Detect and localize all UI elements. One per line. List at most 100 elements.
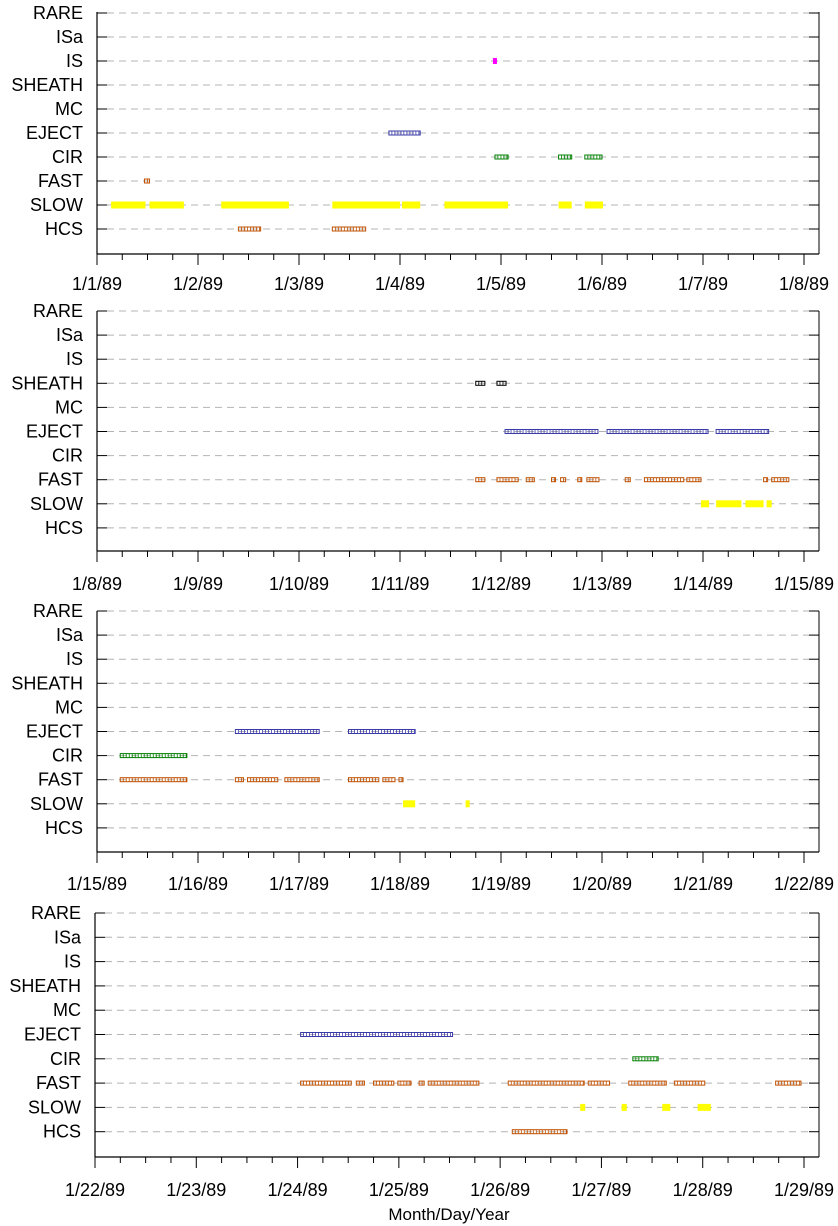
row-label: ISa xyxy=(56,625,84,645)
row-label: CIR xyxy=(52,746,83,766)
x-tick-label: 1/15/89 xyxy=(67,874,127,894)
event-bar-fast xyxy=(577,477,583,483)
row-label: ISa xyxy=(56,325,84,345)
event-bar-fast xyxy=(143,178,151,184)
row-label: EJECT xyxy=(26,422,83,442)
x-tick-label: 1/19/89 xyxy=(471,874,531,894)
event-outline xyxy=(686,477,702,483)
row-label: HCS xyxy=(45,818,83,838)
row-label: IS xyxy=(66,51,83,71)
event-outline xyxy=(418,1080,425,1086)
event-bar-fast xyxy=(355,1080,365,1086)
row-label: EJECT xyxy=(24,1025,81,1045)
event-bar-slow xyxy=(111,201,146,209)
event-bar-fast xyxy=(398,777,404,783)
event-outline xyxy=(234,777,244,783)
event-bar-eject xyxy=(504,429,599,434)
event-bar-fast xyxy=(234,777,244,783)
event-bar-fast xyxy=(284,777,320,783)
timeline-panel: RARE ISa IS SHEATH MC EJECT CIR FAST SLOW HCS 1/22… xyxy=(9,903,834,1200)
event-bar-eject xyxy=(234,729,320,734)
panels: RARE ISa IS SHEATH MC EJECT CIR FAST SLOW HCS 1/1/… xyxy=(9,3,834,1200)
event-outline xyxy=(628,1080,667,1086)
row-label: SHEATH xyxy=(11,373,83,393)
event-outline xyxy=(624,477,631,483)
x-tick-label: 1/17/89 xyxy=(269,874,329,894)
row-label: SHEATH xyxy=(11,673,83,693)
event-outline xyxy=(496,380,507,386)
event-bar-slow xyxy=(465,800,470,808)
row-label: HCS xyxy=(43,1122,81,1142)
event-bar-fast xyxy=(771,477,790,483)
event-outline xyxy=(300,1080,352,1086)
event-outline xyxy=(331,226,367,232)
x-tick-label: 1/18/89 xyxy=(370,874,430,894)
x-tick-label: 1/6/89 xyxy=(577,274,627,294)
event-bar-fast xyxy=(382,777,396,783)
x-tick-label: 1/14/89 xyxy=(673,574,733,594)
event-bar-fast xyxy=(397,1080,412,1086)
x-tick-label: 1/1/89 xyxy=(72,274,122,294)
row-label: FAST xyxy=(38,470,83,490)
row-label: EJECT xyxy=(26,722,83,742)
x-tick-label: 1/26/89 xyxy=(470,1180,530,1200)
event-bar-fast xyxy=(507,1080,585,1086)
row-label: RARE xyxy=(33,3,83,23)
event-outline xyxy=(237,226,262,232)
event-bar-slow xyxy=(745,500,764,508)
event-bar-slow xyxy=(580,1103,586,1111)
event-outline xyxy=(587,1080,611,1086)
event-bar-slow xyxy=(716,500,742,508)
row-label: SLOW xyxy=(28,1097,81,1117)
x-tick-label: 1/2/89 xyxy=(173,274,223,294)
x-tick-label: 1/10/89 xyxy=(269,574,329,594)
event-outline xyxy=(475,380,486,386)
x-tick-label: 1/13/89 xyxy=(572,574,632,594)
x-tick-label: 1/4/89 xyxy=(375,274,425,294)
x-tick-label: 1/25/89 xyxy=(369,1180,429,1200)
event-bar-fast xyxy=(686,477,702,483)
row-label: FAST xyxy=(38,171,83,191)
event-bar-slow xyxy=(444,201,509,209)
event-bar-fast xyxy=(587,1080,611,1086)
x-tick-label: 1/16/89 xyxy=(168,874,228,894)
event-outline xyxy=(475,477,486,483)
x-tick-label: 1/29/89 xyxy=(774,1180,834,1200)
row-label: RARE xyxy=(33,601,83,621)
x-tick-label: 1/21/89 xyxy=(673,874,733,894)
event-bar-slow xyxy=(662,1103,671,1111)
event-bar-sheath xyxy=(475,380,486,386)
row-label: SHEATH xyxy=(9,976,81,996)
event-bar-slow xyxy=(766,500,772,508)
x-tick-label: 1/20/89 xyxy=(572,874,632,894)
row-label: HCS xyxy=(45,518,83,538)
event-outline xyxy=(143,178,151,184)
x-tick-label: 1/5/89 xyxy=(476,274,526,294)
event-bar-slow xyxy=(700,500,710,508)
event-outline xyxy=(558,154,573,160)
row-label: SLOW xyxy=(30,195,83,215)
event-bar-eject xyxy=(606,429,709,434)
x-tick-label: 1/11/89 xyxy=(371,574,430,594)
event-bar-fast xyxy=(673,1080,706,1086)
event-bar-fast xyxy=(775,1080,802,1086)
x-tick-label: 1/22/89 xyxy=(774,874,834,894)
x-tick-label: 1/7/89 xyxy=(678,274,728,294)
event-bar-fast xyxy=(560,477,567,483)
event-outline xyxy=(355,1080,365,1086)
x-tick-label: 1/9/89 xyxy=(173,574,223,594)
event-bar-slow xyxy=(221,201,289,209)
event-bar-slow xyxy=(697,1103,711,1111)
row-label: SLOW xyxy=(30,794,83,814)
timeline-panel: RARE ISa IS SHEATH MC EJECT CIR FAST SLOW HCS 1/1/… xyxy=(11,3,829,294)
event-bar-fast xyxy=(551,477,557,483)
event-bar-fast xyxy=(246,777,279,783)
row-label: IS xyxy=(64,952,81,972)
x-tick-label: 1/24/89 xyxy=(268,1180,328,1200)
event-bar-fast xyxy=(300,1080,352,1086)
event-bar-fast xyxy=(119,777,188,783)
event-outline xyxy=(584,154,603,160)
event-bar-fast xyxy=(525,477,535,483)
x-tick-label: 1/3/89 xyxy=(274,274,324,294)
row-label: RARE xyxy=(31,903,81,923)
